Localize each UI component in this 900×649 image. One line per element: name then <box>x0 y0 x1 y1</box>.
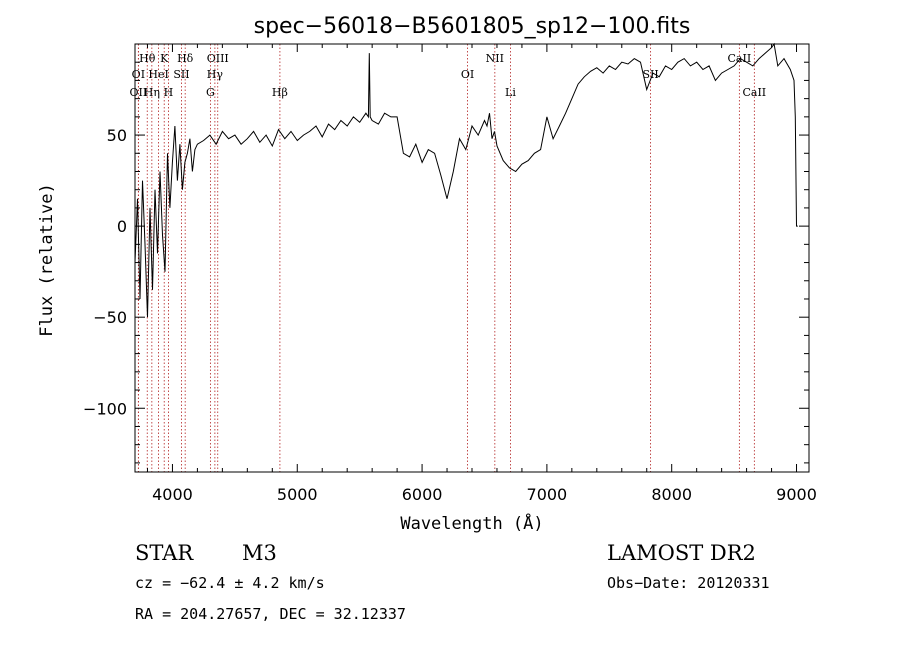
observation-date: Obs−Date: 20120331 <box>607 574 770 592</box>
line-marker-label: SII <box>642 68 658 81</box>
x-tick-label: 8000 <box>651 485 692 504</box>
line-marker-label: NII <box>486 52 504 65</box>
y-tick-label: 50 <box>107 126 127 145</box>
line-marker-label: G <box>206 86 215 99</box>
axis-ticks: 4000 5000 6000 7000 8000 9000 50 0 −50 −100 <box>83 44 817 504</box>
x-tick-label: 7000 <box>527 485 568 504</box>
line-marker-label: Hδ <box>177 52 194 65</box>
series-layer <box>134 42 798 318</box>
line-marker-label: Hγ <box>207 68 224 81</box>
chart-title: spec−56018−B5601805_sp12−100.fits <box>254 14 691 39</box>
line-marker-label: Hη <box>144 86 160 99</box>
line-marker-label: HeI <box>148 68 168 81</box>
coordinates-readout: RA = 204.27657, DEC = 32.12337 <box>135 605 406 623</box>
object-class: STAR <box>135 541 194 565</box>
y-tick-label: −100 <box>83 399 127 418</box>
plot-frame <box>134 43 810 473</box>
line-marker-label: Li <box>505 86 516 99</box>
y-axis-label: Flux (relative) <box>37 183 57 337</box>
line-marker-label: K <box>160 52 169 65</box>
x-tick-label: 9000 <box>776 485 817 504</box>
survey-name: LAMOST DR2 <box>607 541 756 565</box>
line-marker-label: OII <box>130 86 148 99</box>
line-marker-label: Hθ <box>139 52 156 65</box>
line-marker-label: OIII <box>207 52 229 65</box>
line-marker-label: OI <box>461 68 474 81</box>
line-marker-label: Hβ <box>272 86 288 99</box>
line-marker-label: CaII <box>742 86 766 99</box>
line-marker-label: H <box>164 86 174 99</box>
y-tick-label: −50 <box>93 308 127 327</box>
x-tick-label: 6000 <box>402 485 443 504</box>
x-axis-label: Wavelength (Å) <box>400 512 543 534</box>
line-marker-label: SII <box>173 68 189 81</box>
y-tick-label: 0 <box>117 217 127 236</box>
spectrum-flux-line <box>134 42 798 318</box>
object-subclass: M3 <box>242 541 277 565</box>
redshift-readout: cz = −62.4 ± 4.2 km/s <box>135 574 325 592</box>
x-tick-label: 4000 <box>152 485 193 504</box>
x-tick-label: 5000 <box>277 485 318 504</box>
